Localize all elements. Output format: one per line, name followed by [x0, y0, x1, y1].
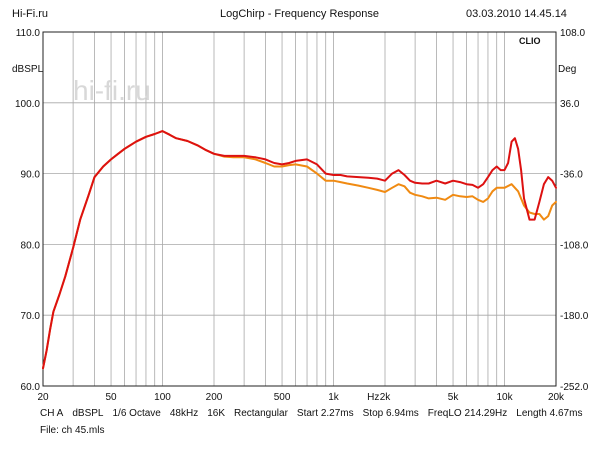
- footer-setting: CH A: [40, 408, 64, 419]
- x-tick-label: 200: [206, 392, 223, 403]
- footer-setting: 16K: [207, 408, 225, 419]
- x-tick-label: 2k: [380, 392, 392, 403]
- x-tick-label: 5k: [448, 392, 460, 403]
- x-tick-label: 100: [154, 392, 171, 403]
- chart-title: LogChirp - Frequency Response: [220, 8, 379, 20]
- watermark: hi-fi.ru: [73, 75, 151, 106]
- x-tick-label: 1k: [328, 392, 340, 403]
- y-tick-label-left: 80.0: [21, 240, 41, 251]
- y-tick-label-left: 60.0: [21, 382, 41, 393]
- footer-setting: 1/6 Octave: [112, 408, 161, 419]
- x-tick-label: 500: [274, 392, 291, 403]
- source-label: Hi-Fi.ru: [12, 8, 49, 20]
- y-axis-label-right: Deg: [558, 64, 577, 75]
- footer-file: File: ch 45.mls: [40, 425, 105, 436]
- x-axis-label: Hz: [367, 392, 379, 403]
- x-tick-label: 20: [37, 392, 49, 403]
- footer-setting: Length 4.67ms: [516, 408, 583, 419]
- footer-setting: Start 2.27ms: [296, 408, 354, 419]
- plot-frame: [42, 31, 557, 387]
- y-tick-label-left: 90.0: [21, 170, 41, 181]
- footer-settings: CH A dBSPL 1/6 Octave 48kHz 16K Rectangular St…: [40, 408, 591, 419]
- y-tick-label-right: -252.0: [560, 382, 589, 393]
- footer-setting: 48kHz: [169, 408, 199, 419]
- y-tick-label-right: -36.0: [560, 170, 583, 181]
- y-tick-label-right: -108.0: [560, 240, 589, 251]
- footer-setting: Stop 6.94ms: [362, 408, 419, 419]
- footer-setting: FreqLO 214.29Hz: [427, 408, 508, 419]
- y-tick-label-right: 108.0: [560, 28, 585, 39]
- grid-lines: [43, 32, 556, 386]
- datetime-label: 03.03.2010 14.45.14: [466, 8, 567, 20]
- y-tick-label-right: 36.0: [560, 99, 580, 110]
- x-tick-label: 10k: [496, 392, 513, 403]
- series-line-orange: [42, 130, 557, 370]
- y-axis-label-left: dBSPL: [12, 64, 44, 75]
- tick-labels: 20 50 100 200 500 1k 2k 5k 10k 20k Hz 60.0 70.0 80.0 9…: [15, 28, 589, 403]
- footer-setting: dBSPL: [72, 408, 104, 419]
- series-group: [42, 130, 557, 370]
- x-tick-label: 20k: [548, 392, 565, 403]
- y-tick-label-left: 100.0: [15, 99, 40, 110]
- y-tick-label-left: 110.0: [16, 28, 41, 39]
- y-tick-label-right: -180.0: [560, 311, 589, 322]
- footer-setting: Rectangular: [234, 408, 288, 419]
- brand-label: CLIO: [519, 36, 541, 46]
- y-tick-label-left: 70.0: [21, 311, 41, 322]
- series-line-red: [42, 130, 557, 370]
- x-tick-label: 50: [105, 392, 117, 403]
